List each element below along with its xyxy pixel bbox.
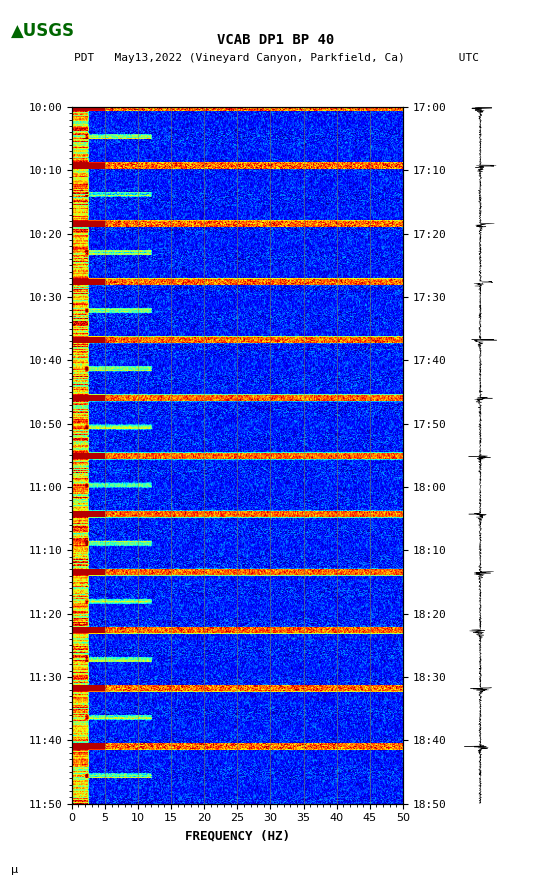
X-axis label: FREQUENCY (HZ): FREQUENCY (HZ) [185,829,290,842]
Text: μ: μ [11,865,18,875]
Text: ▲USGS: ▲USGS [11,22,75,40]
Text: PDT   May13,2022 (Vineyard Canyon, Parkfield, Ca)        UTC: PDT May13,2022 (Vineyard Canyon, Parkfie… [73,53,479,63]
Text: VCAB DP1 BP 40: VCAB DP1 BP 40 [217,33,335,47]
